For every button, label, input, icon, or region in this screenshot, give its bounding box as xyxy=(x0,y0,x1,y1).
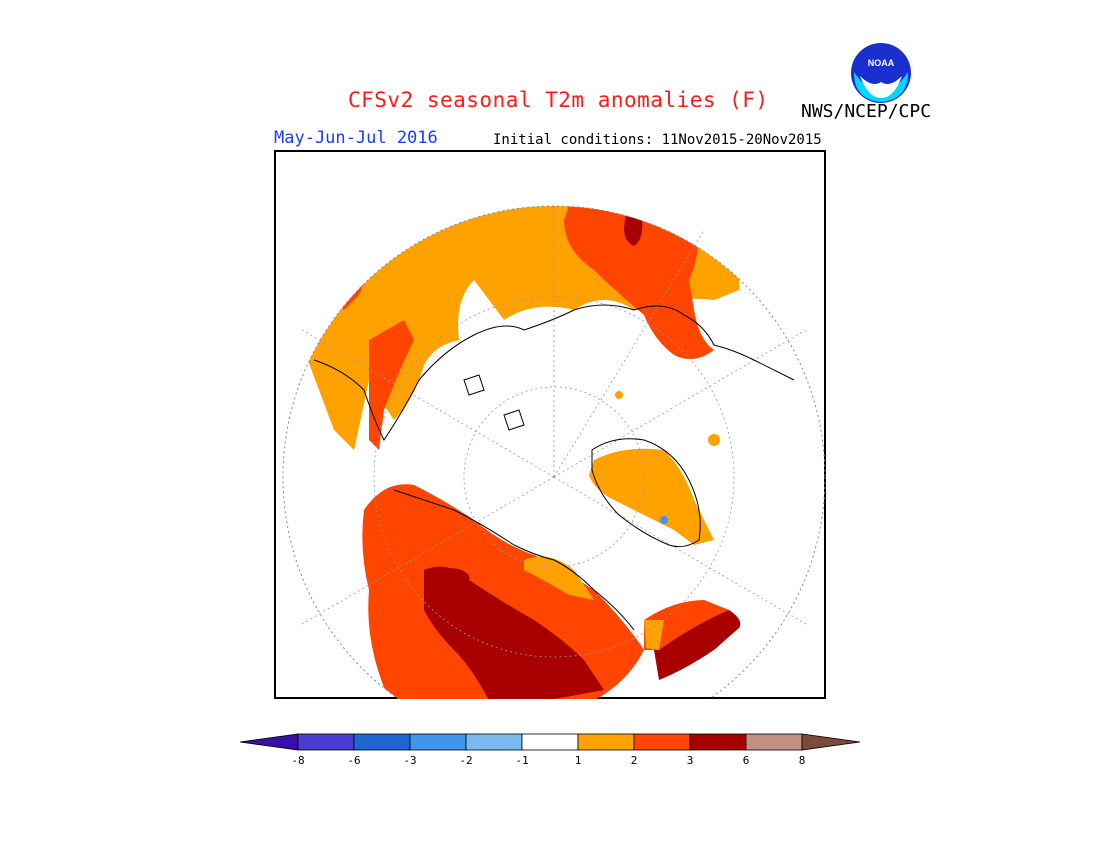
anomaly-patch-2 xyxy=(615,391,623,399)
anomaly-region-1-2F-arctic-canada xyxy=(524,556,594,600)
colorbar-label-8: 6 xyxy=(743,754,750,767)
colorbar-segment-1 xyxy=(353,733,411,751)
anomaly-region-2-3F-scandinavia xyxy=(369,320,414,450)
colorbar-segment-6 xyxy=(633,733,691,751)
colorbar-label-6: 2 xyxy=(631,754,638,767)
agency-label: NWS/NCEP/CPC xyxy=(801,101,932,122)
anomaly-region-2-3F-east xyxy=(644,600,729,650)
colorbar-label-4: -1 xyxy=(515,754,528,767)
colorbar-label-3: -2 xyxy=(459,754,472,767)
graticule xyxy=(301,206,807,658)
coastlines xyxy=(313,304,795,631)
colorbar-label-9: 8 xyxy=(799,754,806,767)
colorbar-label-1: -6 xyxy=(347,754,360,767)
anomaly-region-3-6F-northwest xyxy=(444,568,472,614)
colorbar-segment-4 xyxy=(521,733,579,751)
anomaly-region-1-2F-greenland xyxy=(589,448,714,545)
map-panel xyxy=(274,150,826,699)
anomaly-patch-1 xyxy=(708,434,720,446)
colorbar-arrow-left xyxy=(239,733,299,751)
colorbar-segment-5 xyxy=(577,733,635,751)
colorbar-label-5: 1 xyxy=(575,754,582,767)
colorbar-segment-7 xyxy=(689,733,747,751)
colorbar-label-2: -3 xyxy=(403,754,416,767)
initial-conditions-label: Initial conditions: 11Nov2015-20Nov2015 xyxy=(493,132,822,148)
colorbar: -8 -6 -3 -2 -1 1 2 3 6 8 xyxy=(239,733,861,767)
anomaly-region-1-2F-north-atlantic xyxy=(644,620,664,650)
colorbar-segment-2 xyxy=(409,733,467,751)
logo-text: NOAA xyxy=(868,58,895,68)
anomaly-patch-negative xyxy=(660,516,668,524)
chart-title: CFSv2 seasonal T2m anomalies (F) xyxy=(348,88,769,112)
colorbar-segment-8 xyxy=(745,733,803,751)
season-label: May-Jun-Jul 2016 xyxy=(274,128,438,148)
noaa-logo: NOAA xyxy=(851,43,911,103)
colorbar-label-0: -8 xyxy=(291,754,304,767)
colorbar-segment-0 xyxy=(297,733,355,751)
colorbar-segment-3 xyxy=(465,733,523,751)
anomaly-region-3-6F-east xyxy=(654,610,741,680)
colorbar-arrow-right xyxy=(801,733,861,751)
colorbar-label-7: 3 xyxy=(687,754,694,767)
